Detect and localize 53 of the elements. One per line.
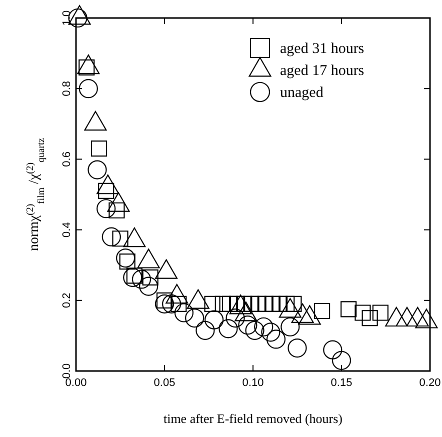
y-tick-label: 0.8 — [61, 80, 73, 96]
point — [238, 316, 258, 335]
point — [96, 199, 116, 218]
x-tick-label: 0.20 — [419, 377, 441, 389]
point — [340, 301, 357, 318]
y-tick-label: 0.0 — [61, 363, 73, 379]
point — [222, 296, 238, 312]
point — [123, 268, 142, 287]
point — [90, 140, 108, 157]
legend-label: aged 17 hours — [280, 63, 364, 79]
point — [226, 308, 245, 328]
point — [112, 230, 128, 247]
point — [116, 248, 136, 268]
point — [362, 310, 378, 326]
point — [119, 254, 136, 270]
y-tick-label: 0.6 — [61, 152, 73, 167]
point — [78, 79, 98, 98]
point — [354, 304, 371, 321]
y-tick-label: 0.2 — [61, 292, 73, 308]
point — [266, 330, 286, 349]
point — [323, 340, 342, 360]
x-tick-label: 0.00 — [65, 377, 87, 389]
point — [204, 296, 220, 312]
y-tick-label: 0.4 — [61, 222, 73, 238]
point — [204, 310, 224, 330]
point — [170, 296, 187, 312]
point — [280, 317, 300, 336]
point — [372, 304, 388, 321]
point — [162, 294, 182, 314]
point — [139, 276, 158, 296]
x-tick-label: 0.15 — [330, 377, 352, 389]
point — [314, 302, 330, 320]
point — [261, 322, 280, 342]
point — [88, 160, 107, 180]
x-tick-label: 0.05 — [154, 377, 176, 389]
point — [288, 338, 307, 358]
point — [142, 269, 158, 286]
point — [154, 294, 174, 314]
point — [132, 270, 152, 289]
point — [174, 303, 194, 322]
point — [332, 350, 352, 370]
point — [254, 317, 274, 336]
x-tick-label: 0.10 — [242, 377, 264, 389]
legend-label: unaged — [280, 85, 324, 101]
legend-label: aged 31 hours — [280, 41, 364, 57]
point — [218, 319, 238, 338]
x-axis-title: time after E-field removed (hours) — [163, 411, 343, 426]
point — [156, 292, 173, 308]
point — [185, 308, 204, 328]
point — [102, 227, 121, 246]
point — [108, 202, 125, 218]
point — [245, 320, 264, 340]
point — [196, 320, 215, 340]
